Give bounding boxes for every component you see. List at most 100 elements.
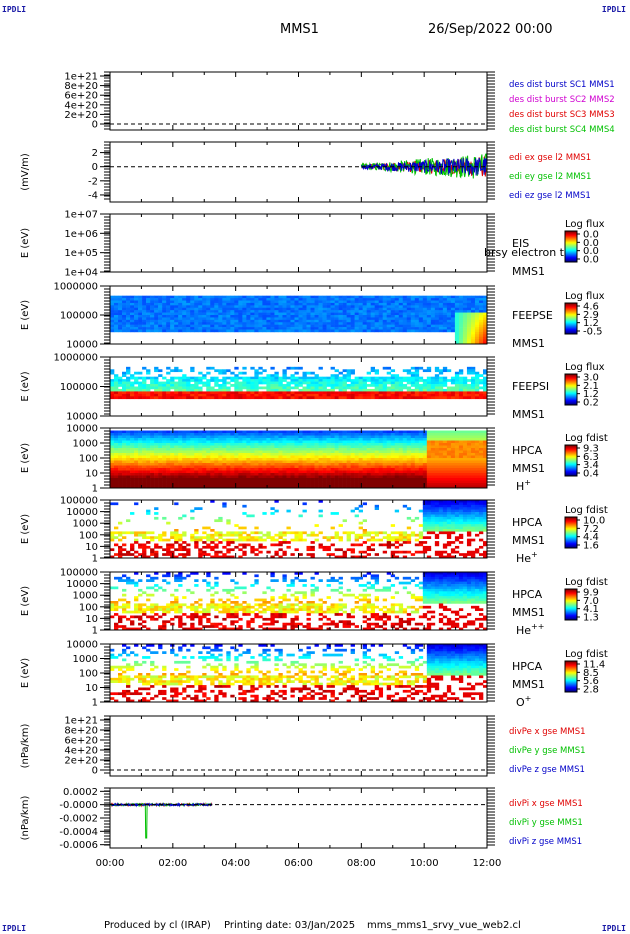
spacecraft-label: MMS1 xyxy=(512,606,545,619)
ytick-label: 1000 xyxy=(73,654,98,665)
colorbar-tick: 1.6 xyxy=(583,541,599,552)
legend-entry: divPe x gse MMS1 xyxy=(509,727,586,737)
ytick-label: 100 xyxy=(79,454,98,465)
colorbar-tick: 8.5 xyxy=(583,668,599,679)
corner-tag-top-left: IPDLI xyxy=(2,5,27,14)
ytick-label: 10 xyxy=(85,614,98,625)
instrument-label: HPCA xyxy=(512,444,543,457)
spacecraft-label: MMS1 xyxy=(512,337,545,350)
ytick-label: 10 xyxy=(85,469,98,480)
ytick-label: 10000 xyxy=(66,640,98,651)
colorbar-tick: 7.0 xyxy=(583,596,599,607)
corner-tag-bottom-left: IPDLI xyxy=(2,924,27,933)
instrument-label: FEEPSI xyxy=(512,380,549,393)
ylabel: E (eV) xyxy=(20,300,31,330)
ytick-label: 1e+05 xyxy=(64,248,98,259)
panel-frame xyxy=(109,787,488,849)
instrument-label: HPCA xyxy=(512,660,543,673)
ytick-label: 4e+20 xyxy=(64,746,98,757)
ytick-label: 2 xyxy=(92,148,98,159)
legend-entry: des dist burst SC1 MMS1 xyxy=(509,80,615,90)
colorbar-title: Log flux xyxy=(565,219,605,230)
legend-entry: divPe z gse MMS1 xyxy=(509,765,585,775)
ylabel: (mV/m) xyxy=(20,153,31,191)
ytick-label: 0 xyxy=(92,120,98,131)
panel-edi-e: 2 0 -2 -4 (mV/m) edi ex gse l2 MMS1 edi ey gse… xyxy=(20,141,591,203)
colorbar-title: Log flux xyxy=(565,362,605,373)
legend-entry: divPi z gse MMS1 xyxy=(509,837,582,847)
ytick-label: 0.0002 xyxy=(63,787,98,798)
ytick-label: 1 xyxy=(92,554,98,565)
series-edi-e-2 xyxy=(360,157,488,176)
footer-printing-date: Printing date: 03/Jan/2025 xyxy=(224,920,356,931)
ytick-label: 0 xyxy=(92,766,98,777)
colorbar-tick: 10.0 xyxy=(583,516,605,527)
colorbar-tick: 4.1 xyxy=(583,604,599,615)
ytick-label: 1000 xyxy=(73,519,98,530)
instrument-label: HPCA xyxy=(512,516,543,529)
colorbar-tick: 9.9 xyxy=(583,588,599,599)
heatmap-hpca-h xyxy=(110,430,488,489)
colorbar-title: Log fdist xyxy=(565,505,608,516)
colorbar-tick: 5.6 xyxy=(583,676,599,687)
ytick-label: 10 xyxy=(85,683,98,694)
ytick-label: 6e+20 xyxy=(64,91,98,102)
colorbar-tick: 7.2 xyxy=(583,524,599,535)
spacecraft-title: MMS1 xyxy=(280,22,319,37)
date-title: 26/Sep/2022 00:00 xyxy=(428,22,553,37)
ytick-label: -4 xyxy=(88,190,98,201)
ytick-label: 2e+20 xyxy=(64,756,98,767)
legend-entry: des dist burst SC2 MMS2 xyxy=(509,95,615,105)
panel-feeps-e: 1000000 100000 10000 E (eV) FEEPSE MMS1 Log fl… xyxy=(20,282,605,351)
species-label: He+ xyxy=(516,550,538,565)
ylabel: E (eV) xyxy=(20,443,31,473)
ytick-label: 100000 xyxy=(60,311,98,322)
ytick-label: 10000 xyxy=(66,579,98,590)
ylabel: E (eV) xyxy=(20,658,31,688)
heatmap-hpca-o xyxy=(110,644,488,703)
ylabel: E (eV) xyxy=(20,228,31,258)
xtick-label: 00:00 xyxy=(96,858,125,869)
species-label: H+ xyxy=(516,478,531,493)
ytick-label: 100000 xyxy=(60,496,98,507)
footer-file-name: mms_mms1_srvy_vue_web2.cl xyxy=(367,920,521,931)
colorbar-title: Log fdist xyxy=(565,649,608,660)
panel-hpca-h: 10000 1000 100 10 1 E (eV) HPCA MMS1 H+ Log fdist… xyxy=(20,424,608,495)
ytick-label: 10000 xyxy=(66,424,98,435)
xtick-label: 06:00 xyxy=(284,858,313,869)
colorbar-tick: 6.3 xyxy=(583,452,599,463)
panel-feeps-i: 1000000 100000 10000 E (eV) FEEPSI MMS1 Log fl… xyxy=(20,353,605,423)
legend-entry: des dist burst SC3 MMS3 xyxy=(509,110,615,120)
ytick-label: 10000 xyxy=(66,340,98,351)
ytick-label: 6e+20 xyxy=(64,736,98,747)
legend-entry: des dist burst SC4 MMS4 xyxy=(509,125,615,135)
panel-eis: 1e+07 1e+06 1e+05 1e+04 E (eV) EIS MMS1 brsy el… xyxy=(20,210,605,279)
footer-produced-by: Produced by cl (IRAP) xyxy=(104,920,211,931)
xtick-label: 08:00 xyxy=(347,858,376,869)
colorbar-title: Log flux xyxy=(565,291,605,302)
ytick-label: 100 xyxy=(79,602,98,613)
colorbar-tick: 1.2 xyxy=(583,389,599,400)
panel-frame xyxy=(109,715,488,777)
ytick-label: -2 xyxy=(88,176,98,187)
ytick-label: -0.0004 xyxy=(59,827,98,838)
ytick-label: 1 xyxy=(92,484,98,495)
heatmap-hpca-he2 xyxy=(110,572,488,631)
ytick-label: 100 xyxy=(79,669,98,680)
legend-entry: edi ey gse l2 MMS1 xyxy=(509,172,591,182)
ytick-label: 10000 xyxy=(66,412,98,423)
xtick-label: 12:00 xyxy=(473,858,502,869)
spacecraft-label: MMS1 xyxy=(512,265,545,278)
ytick-label: 1e+21 xyxy=(64,716,98,727)
colorbar-tick: 4.6 xyxy=(583,302,599,313)
ylabel: (nPa/km) xyxy=(20,724,31,769)
ytick-label: 2e+20 xyxy=(64,110,98,121)
ytick-label: 100000 xyxy=(60,568,98,579)
instrument-label: EIS xyxy=(512,237,529,250)
heatmap-feeps-e xyxy=(110,295,488,345)
